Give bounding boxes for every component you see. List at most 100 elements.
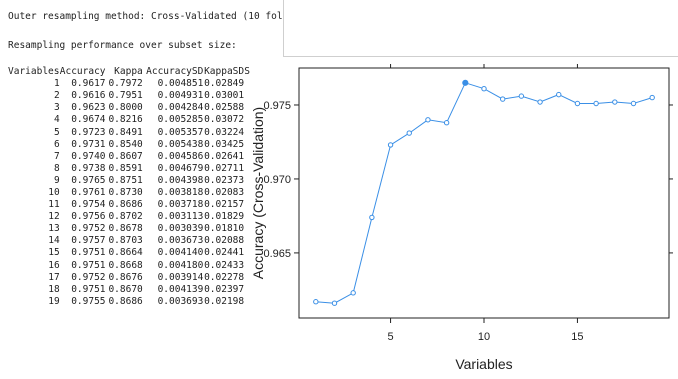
resampling-method-line: Outer resampling method: Cross-Validated… <box>8 11 294 22</box>
y-tick-label: 0.970 <box>263 174 291 186</box>
table-cell: 18 <box>48 283 60 295</box>
table-row: 13 0.9752 0.8678 0.003039 0.01810 <box>8 223 250 235</box>
table-cell: 0.004931 <box>157 90 204 102</box>
table-cell: 0.01810 <box>204 223 245 235</box>
x-axis-title: Variables <box>455 356 512 372</box>
table-row: 6 0.9731 0.8540 0.005438 0.03425 <box>8 139 250 151</box>
table-row: 18 0.9751 0.8670 0.004139 0.02397 <box>8 284 250 296</box>
table-cell: 0.9752 <box>71 271 106 283</box>
resampling-performance-line: Resampling performance over subset size: <box>8 40 237 51</box>
table-cell: 2 <box>53 90 60 102</box>
table-cell: 17 <box>48 271 60 283</box>
table-cell: 4 <box>53 114 60 126</box>
table-cell: 0.03001 <box>204 90 245 102</box>
table-cell: 0.9623 <box>71 102 106 114</box>
table-cell: 0.003039 <box>157 223 204 235</box>
table-cell: 0.8540 <box>108 138 143 150</box>
data-point <box>350 290 356 296</box>
accuracy-line <box>315 82 653 304</box>
table-cell: 0.9751 <box>71 283 106 295</box>
console-output: Outer resampling method: Cross-Validated… <box>0 0 294 379</box>
table-cell: 19 <box>48 295 60 307</box>
table-cell: 0.9731 <box>71 138 106 150</box>
table-row: 5 0.9723 0.8491 0.005357 0.03224 <box>8 126 250 138</box>
table-cell: 0.02849 <box>204 78 245 90</box>
data-point <box>331 300 338 306</box>
table-cell: 16 <box>48 259 60 271</box>
table-cell: 0.8686 <box>108 199 143 211</box>
table-cell: 0.005357 <box>157 126 204 138</box>
table-cell: 10 <box>48 186 60 198</box>
table-cell: 11 <box>48 199 60 211</box>
table-cell: 0.004284 <box>157 102 204 114</box>
table-cell: 0.8591 <box>108 162 143 174</box>
table-row: 16 0.9751 0.8668 0.004180 0.02433 <box>8 260 250 272</box>
table-cell: 0.8676 <box>108 271 143 283</box>
table-cell: 0.9765 <box>71 174 106 186</box>
header-accuracysd: AccuracySD <box>146 66 204 78</box>
x-axis: 5 10 15 <box>388 64 584 343</box>
table-row: 9 0.9765 0.8751 0.004398 0.02373 <box>8 175 250 187</box>
data-point <box>537 99 543 105</box>
table-cell: 0.004398 <box>157 174 204 186</box>
table-row: 1 0.9617 0.7972 0.004851 0.02849 <box>8 78 250 90</box>
table-row: 12 0.9756 0.8702 0.003113 0.01829 <box>8 211 250 223</box>
table-cell: 0.9617 <box>71 78 106 90</box>
table-row: 15 0.9751 0.8664 0.004140 0.02441 <box>8 247 250 259</box>
table-cell: 0.03072 <box>204 114 245 126</box>
header-variables: Variables <box>8 66 60 78</box>
data-point <box>369 214 375 221</box>
table-cell: 0.8664 <box>108 247 143 259</box>
table-cell: 0.02588 <box>204 102 245 114</box>
table-cell: 9 <box>53 174 60 186</box>
table-row: 4 0.9674 0.8216 0.005285 0.03072 <box>8 114 250 126</box>
x-tick-label: 10 <box>478 331 490 343</box>
table-cell: 0.004180 <box>157 259 204 271</box>
table-cell: 0.8702 <box>108 211 143 223</box>
accuracy-points <box>313 79 655 306</box>
table-cell: 14 <box>48 235 60 247</box>
table-cell: 0.7972 <box>108 78 143 90</box>
table-cell: 0.9751 <box>71 247 106 259</box>
x-tick-label: 5 <box>388 331 394 343</box>
table-row: 14 0.9757 0.8703 0.003673 0.02088 <box>8 235 250 247</box>
table-cell: 0.9616 <box>71 90 106 102</box>
table-cell: 0.8000 <box>108 102 143 114</box>
table-cell: 0.8686 <box>108 295 143 307</box>
table-cell: 0.7951 <box>108 90 143 102</box>
y-axis-title: Accuracy (Cross-Validation) <box>250 107 266 279</box>
selected-point <box>462 79 469 86</box>
header-selected: S <box>244 66 250 78</box>
table-cell: 0.8703 <box>108 235 143 247</box>
table-cell: 0.02157 <box>204 199 245 211</box>
data-point <box>612 99 618 105</box>
table-cell: 0.9761 <box>71 186 106 198</box>
table-row: 19 0.9755 0.8686 0.003693 0.02198 <box>8 296 250 308</box>
y-tick-label: 0.965 <box>263 248 291 260</box>
table-cell: 12 <box>48 211 60 223</box>
table-cell: 7 <box>53 150 60 162</box>
table-row: 10 0.9761 0.8730 0.003818 0.02083 <box>8 187 250 199</box>
table-cell: 0.004586 <box>157 150 204 162</box>
table-cell: 0.9756 <box>71 211 106 223</box>
table-cell: 0.004139 <box>157 283 204 295</box>
results-table: Variables Accuracy Kappa AccuracySD Kapp… <box>8 66 250 308</box>
data-point <box>630 100 637 107</box>
data-point <box>425 117 431 123</box>
table-row: 2 0.9616 0.7951 0.004931 0.03001 <box>8 90 250 102</box>
table-cell: 0.005438 <box>157 138 204 150</box>
table-cell: 0.02397 <box>204 283 245 295</box>
data-point <box>443 120 450 126</box>
header-kappasd: KappaSD <box>204 66 245 78</box>
header-accuracy: Accuracy <box>59 66 106 78</box>
table-cell: 0.02711 <box>204 162 245 174</box>
table-cell: 5 <box>53 126 60 138</box>
table-cell: 0.9751 <box>71 259 106 271</box>
data-point <box>649 94 655 101</box>
table-row: 11 0.9754 0.8686 0.003718 0.02157 <box>8 199 250 211</box>
table-cell: 0.9740 <box>71 150 106 162</box>
table-cell: 0.8607 <box>108 150 143 162</box>
table-cell: 0.003914 <box>157 271 204 283</box>
table-cell: 0.9752 <box>71 223 106 235</box>
